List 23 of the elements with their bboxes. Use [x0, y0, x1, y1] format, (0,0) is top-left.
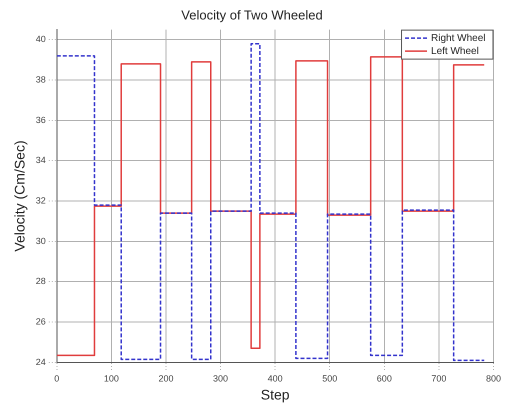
y-tick-label: 28 [36, 276, 46, 286]
x-tick-label: 300 [213, 373, 228, 384]
x-tick-label: 0 [54, 373, 60, 384]
chart-title: Velocity of Two Wheeled [181, 7, 323, 22]
x-tick-label: 500 [322, 373, 338, 384]
y-tick-label: 32 [36, 196, 46, 206]
legend-label: Right Wheel [431, 32, 486, 44]
y-tick-label: 40 [36, 34, 46, 44]
x-tick-label: 700 [431, 373, 446, 384]
x-tick-label: 800 [486, 373, 502, 384]
legend-label: Left Wheel [431, 46, 479, 57]
y-tick-label: 34 [36, 155, 46, 166]
x-tick-label: 400 [268, 373, 283, 384]
y-tick-label: 24 [36, 356, 46, 367]
y-tick-label: 26 [36, 316, 46, 327]
y-tick-label: 38 [36, 74, 46, 85]
x-tick-label: 200 [158, 373, 174, 384]
y-tick-label: 30 [36, 236, 46, 246]
y-axis-title: Velocity (Cm/Sec) [11, 140, 28, 252]
x-axis-title: Step [260, 386, 290, 402]
x-tick-label: 600 [376, 373, 392, 384]
x-tick-label: 100 [104, 373, 119, 384]
y-tick-label: 36 [36, 114, 46, 125]
